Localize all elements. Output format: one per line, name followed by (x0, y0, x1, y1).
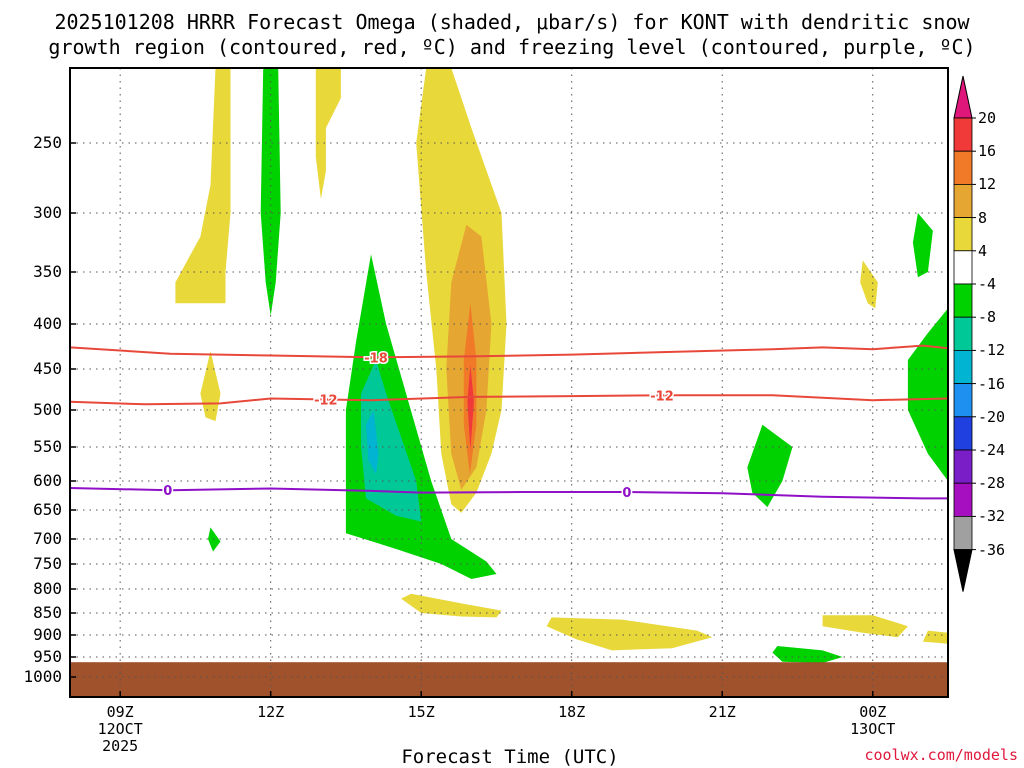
omega-region-16 (401, 593, 502, 618)
svg-text:-12: -12 (650, 389, 674, 404)
svg-text:-12: -12 (314, 393, 338, 408)
colorbar-tick-label: 8 (978, 208, 988, 227)
x-tick-label-line: 12Z (257, 703, 285, 721)
x-tick-label: 15Z (381, 704, 461, 721)
contour-label-zero-a: 0 (162, 483, 174, 501)
omega-region-15 (907, 308, 948, 481)
colorbar-segment (953, 283, 973, 318)
colorbar-segment (953, 516, 973, 551)
colorbar-tick-label: -24 (978, 441, 1006, 459)
colorbar-segment (953, 150, 973, 185)
svg-text:0: 0 (622, 486, 631, 501)
freezing-level-contour (70, 487, 948, 500)
colorbar-tick-label: -8 (978, 308, 997, 327)
omega-region-13 (912, 213, 933, 278)
colorbar-tick-label: -16 (978, 374, 1006, 393)
dgz-contour-minus12 (70, 394, 948, 406)
colorbar-segment-bottom (953, 549, 973, 592)
omega-region-1 (315, 68, 341, 199)
x-tick-label-line: 00Z (859, 703, 887, 721)
y-tick-label: 900 (33, 625, 62, 644)
colorbar-segment-top (953, 75, 973, 119)
y-tick-label: 400 (33, 314, 62, 333)
omega-region-17 (546, 617, 713, 651)
y-tick-label: 550 (33, 437, 62, 456)
colorbar-tick-label: 12 (978, 175, 997, 194)
contour-label-minus12-b: -12 (649, 388, 676, 406)
y-tick-label: 600 (33, 471, 62, 490)
colorbar-tick-label: 20 (978, 109, 997, 127)
omega-region-12 (747, 424, 793, 508)
grid (70, 68, 948, 697)
terrain-below-ground (70, 662, 948, 697)
x-tick-label: 09Z 12OCT 2025 (80, 704, 160, 755)
colorbar-tick-label: -12 (978, 341, 1006, 360)
y-tick-label: 500 (33, 400, 62, 419)
svg-text:-18: -18 (364, 351, 388, 366)
y-tick-label: 450 (33, 359, 62, 378)
x-tick-label-line: 15Z (407, 703, 435, 721)
colorbar-segment (953, 217, 973, 252)
y-tick-label: 250 (33, 133, 62, 152)
omega-region-5 (467, 364, 474, 451)
y-tick-label: 1000 (23, 667, 62, 686)
omega-region-11 (200, 351, 221, 422)
x-tick-label: 21Z (682, 704, 762, 721)
colorbar-segment (953, 183, 973, 218)
x-tick-label-line: 2025 (102, 737, 139, 755)
dgz-contour-minus18 (70, 344, 948, 359)
colorbar-tick-label: 16 (978, 142, 997, 161)
y-tick-label: 950 (33, 647, 62, 666)
contour-label-minus12-a: -12 (313, 392, 340, 410)
x-tick-label-line: 21Z (708, 703, 736, 721)
omega-region-14 (860, 260, 878, 309)
plot-area: -18 -12 -12 0 0 (69, 67, 949, 698)
colorbar-segment (953, 316, 973, 351)
colorbar-segment (953, 482, 973, 517)
colorbar-tick-label: -36 (978, 540, 1006, 559)
y-tick-label: 850 (33, 603, 62, 622)
y-tick-label: 300 (33, 203, 62, 222)
colorbar-tick-label: -20 (978, 407, 1006, 426)
omega-region-9 (366, 410, 379, 475)
omega-region-20 (772, 646, 843, 663)
credit-link[interactable]: coolwx.com/models (864, 746, 1018, 764)
contour-label-minus18: -18 (363, 350, 390, 368)
plot-frame (69, 67, 949, 698)
contour-label-zero-b: 0 (621, 485, 633, 503)
colorbar-segment (953, 416, 973, 451)
x-tick-label-line: 13OCT (850, 720, 896, 738)
x-tick-label-line: 09Z (106, 703, 134, 721)
omega-region-0 (175, 68, 231, 304)
y-tick-label: 750 (33, 554, 62, 573)
colorbar-segment (953, 117, 973, 152)
y-tick-label: 800 (33, 579, 62, 598)
chart-title-line-2: growth region (contoured, red, ºC) and f… (48, 35, 976, 59)
x-tick-label: 00Z 13OCT (833, 704, 913, 738)
y-tick-label: 700 (33, 529, 62, 548)
colorbar-segment (953, 383, 973, 418)
y-tick-label: 350 (33, 262, 62, 281)
svg-text:0: 0 (163, 484, 172, 499)
colorbar (953, 75, 976, 592)
colorbar-segment (953, 349, 973, 384)
colorbar-segment (953, 449, 973, 484)
omega-region-18 (822, 615, 908, 638)
colorbar-tick-label: 4 (978, 241, 988, 260)
chart-title-line-1: 2025101208 HRRR Forecast Omega (shaded, … (54, 10, 970, 34)
x-tick-label-line: 18Z (558, 703, 586, 721)
x-axis-label: Forecast Time (UTC) (401, 746, 619, 768)
x-tick-label-line: 12OCT (97, 720, 143, 738)
omega-region-19 (922, 630, 948, 644)
colorbar-tick-label: -32 (978, 507, 1006, 526)
y-tick-label: 650 (33, 500, 62, 519)
colorbar-tick-label: -28 (978, 474, 1006, 493)
colorbar-tick-label: -4 (978, 275, 997, 293)
x-tick-label: 12Z (231, 704, 311, 721)
colorbar-segment (953, 250, 973, 285)
x-tick-label: 18Z (532, 704, 612, 721)
